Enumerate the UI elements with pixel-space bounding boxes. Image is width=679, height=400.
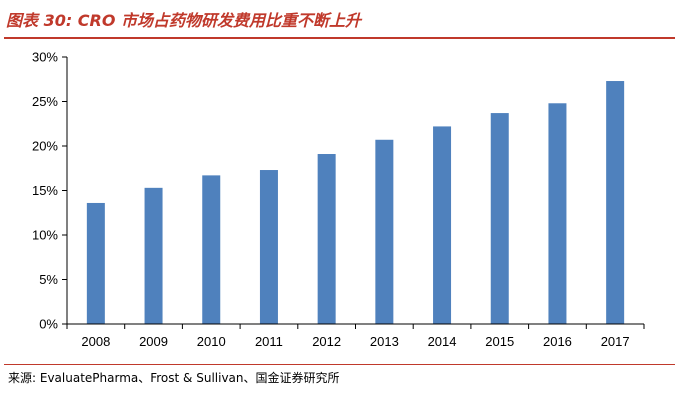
figure-title: 图表 30: CRO 市场占药物研发费用比重不断上升 (6, 11, 362, 30)
bar-2014 (433, 126, 452, 324)
title-divider (4, 37, 675, 39)
y-tick-label: 0% (39, 317, 58, 332)
x-tick-label: 2008 (81, 334, 110, 349)
bar-2009 (144, 187, 163, 324)
source-note: 来源: EvaluatePharma、Frost & Sullivan、国金证券… (8, 371, 340, 385)
x-tick-label: 2014 (428, 334, 457, 349)
x-tick-label: 2010 (197, 334, 226, 349)
bar-chart: 0% 5% 10% 15% 20% 25% 30% 2008 2009 2010 2011 2012… (32, 50, 645, 349)
bar-2015 (490, 113, 509, 324)
bar-series (86, 81, 625, 324)
bar-2016 (548, 103, 567, 324)
y-tick-label: 10% (32, 228, 58, 243)
source-divider (4, 364, 675, 365)
y-tick-label: 25% (32, 94, 58, 109)
x-tick-label: 2012 (312, 334, 341, 349)
x-tick-label: 2009 (139, 334, 168, 349)
y-tick-label: 15% (32, 183, 58, 198)
y-tick-label: 20% (32, 139, 58, 154)
bar-2008 (86, 202, 105, 324)
x-tick-label: 2011 (255, 334, 283, 349)
x-tick-label: 2016 (543, 334, 572, 349)
x-axis: 2008 2009 2010 2011 2012 2013 2014 2015 2016 2017 (66, 323, 645, 349)
bar-2013 (375, 139, 394, 324)
y-tick-label: 5% (39, 272, 58, 287)
bar-2010 (202, 175, 221, 324)
bar-2012 (317, 154, 336, 324)
bar-2017 (606, 81, 625, 324)
y-tick-label: 30% (32, 50, 58, 65)
y-axis: 0% 5% 10% 15% 20% 25% 30% (32, 50, 68, 332)
x-tick-label: 2015 (485, 334, 514, 349)
figure-title-bar: 图表 30: CRO 市场占药物研发费用比重不断上升 (0, 0, 679, 39)
x-tick-label: 2013 (370, 334, 399, 349)
bar-2011 (259, 170, 278, 324)
x-tick-label: 2017 (601, 334, 630, 349)
